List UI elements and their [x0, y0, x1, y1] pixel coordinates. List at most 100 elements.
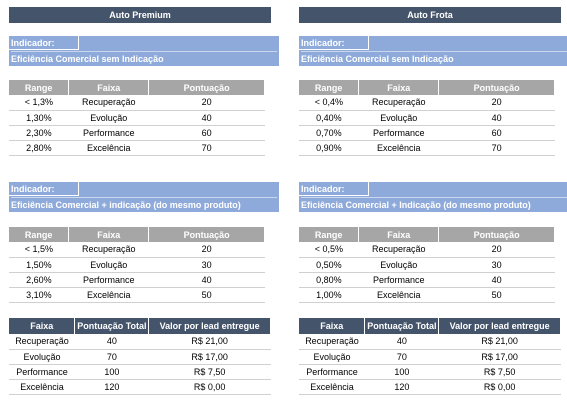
header-faixa: Faixa — [68, 80, 150, 95]
table-row: < 1,3% Recuperação 20 — [9, 95, 265, 111]
table-row: 0,70% Performance 60 — [299, 125, 555, 141]
indicator-description: Eficiência Comercial sem Indicação — [11, 51, 277, 65]
faixa-cell: Evolução — [299, 349, 365, 365]
range-cell: 2,60% — [9, 272, 69, 288]
header-range: Range — [9, 227, 70, 242]
range-cell: 0,90% — [299, 140, 359, 156]
header-valor-lead: Valor por lead entregue — [148, 318, 271, 334]
pontuacao-cell: 40 — [148, 110, 265, 126]
faixa-cell: Recuperação — [9, 334, 75, 350]
header-valor-lead: Valor por lead entregue — [438, 318, 561, 334]
section-title: Auto Premium — [9, 7, 271, 23]
table-row: 2,80% Excelência 70 — [9, 140, 265, 156]
score-cell: 70 — [74, 349, 149, 365]
table-row: 0,50% Evolução 30 — [299, 257, 555, 273]
range-cell: 2,30% — [9, 125, 69, 141]
faixa-cell: Excelência — [299, 379, 365, 395]
header-range: Range — [299, 227, 360, 242]
value-cell: R$ 0,00 — [438, 379, 561, 395]
table-row: Recuperação 40 R$ 21,00 — [299, 334, 561, 350]
table-row: Performance 100 R$ 7,50 — [299, 364, 561, 380]
indicator-label: Indicador: — [9, 182, 79, 196]
indicator-description: Eficiência Comercial sem Indicação — [301, 51, 567, 65]
faixa-cell: Performance — [358, 272, 439, 288]
range-cell: 0,80% — [299, 272, 359, 288]
score-cell: 120 — [74, 379, 149, 395]
value-cell: R$ 21,00 — [438, 334, 561, 350]
faixa-cell: Evolução — [358, 110, 439, 126]
table-row: 1,30% Evolução 40 — [9, 110, 265, 126]
table-row: 0,40% Evolução 40 — [299, 110, 555, 126]
table-row: Excelência 120 R$ 0,00 — [9, 379, 271, 395]
indicator-label: Indicador: — [299, 182, 369, 196]
table-row: 2,60% Performance 40 — [9, 272, 265, 288]
section-title: Auto Frota — [299, 7, 561, 23]
range-cell: < 0,5% — [299, 242, 359, 258]
faixa-cell: Performance — [299, 364, 365, 380]
header-pontuacao: Pontuação — [148, 80, 265, 95]
pontuacao-cell: 40 — [148, 272, 265, 288]
faixa-cell: Performance — [9, 364, 75, 380]
range-cell: 1,00% — [299, 287, 359, 303]
value-cell: R$ 21,00 — [148, 334, 271, 350]
pontuacao-cell: 20 — [148, 95, 265, 111]
indicator-block: Indicador: Eficiência Comercial sem Indi… — [299, 36, 567, 66]
pontuacao-cell: 70 — [438, 140, 555, 156]
header-pontuacao: Pontuação — [438, 227, 555, 242]
range-table: Range Faixa Pontuação < 0,5% Recuperação 2… — [299, 227, 555, 303]
header-faixa: Faixa — [358, 80, 440, 95]
header-faixa: Faixa — [299, 318, 366, 334]
pontuacao-cell: 20 — [438, 242, 555, 258]
faixa-cell: Recuperação — [358, 242, 439, 258]
table-row: < 1,5% Recuperação 20 — [9, 242, 265, 258]
table-row: 2,30% Performance 60 — [9, 125, 265, 141]
range-cell: < 0,4% — [299, 95, 359, 111]
header-range: Range — [9, 80, 70, 95]
header-range: Range — [299, 80, 360, 95]
value-cell: R$ 17,00 — [438, 349, 561, 365]
faixa-cell: Performance — [358, 125, 439, 141]
faixa-cell: Recuperação — [299, 334, 365, 350]
faixa-cell: Excelência — [358, 287, 439, 303]
range-cell: 3,10% — [9, 287, 69, 303]
table-row: 0,80% Performance 40 — [299, 272, 555, 288]
range-cell: 2,80% — [9, 140, 69, 156]
range-cell: < 1,5% — [9, 242, 69, 258]
value-cell: R$ 0,00 — [148, 379, 271, 395]
header-pontuacao-total: Pontuação Total — [74, 318, 150, 334]
faixa-cell: Recuperação — [68, 95, 149, 111]
table-row: Evolução 70 R$ 17,00 — [299, 349, 561, 365]
pontuacao-cell: 70 — [148, 140, 265, 156]
faixa-cell: Excelência — [68, 287, 149, 303]
table-row: Performance 100 R$ 7,50 — [9, 364, 271, 380]
faixa-cell: Recuperação — [358, 95, 439, 111]
faixa-cell: Performance — [68, 125, 149, 141]
table-row: Evolução 70 R$ 17,00 — [9, 349, 271, 365]
score-cell: 40 — [74, 334, 149, 350]
faixa-cell: Recuperação — [68, 242, 149, 258]
indicator-block: Indicador: Eficiência Comercial + Indica… — [299, 182, 567, 212]
pontuacao-cell: 60 — [438, 125, 555, 141]
pontuacao-cell: 40 — [438, 110, 555, 126]
range-cell: < 1,3% — [9, 95, 69, 111]
indicator-label: Indicador: — [299, 36, 369, 50]
table-row: Recuperação 40 R$ 21,00 — [9, 334, 271, 350]
faixa-cell: Evolução — [358, 257, 439, 273]
table-row: 3,10% Excelência 50 — [9, 287, 265, 303]
score-cell: 70 — [364, 349, 439, 365]
table-row: 1,50% Evolução 30 — [9, 257, 265, 273]
table-row: 0,90% Excelência 70 — [299, 140, 555, 156]
score-cell: 120 — [364, 379, 439, 395]
header-pontuacao: Pontuação — [148, 227, 265, 242]
value-cell: R$ 7,50 — [438, 364, 561, 380]
pontuacao-cell: 20 — [438, 95, 555, 111]
score-cell: 100 — [74, 364, 149, 380]
indicator-description: Eficiência Comercial + indicação (do mes… — [11, 197, 277, 211]
pontuacao-cell: 40 — [438, 272, 555, 288]
score-cell: 100 — [364, 364, 439, 380]
header-faixa: Faixa — [68, 227, 150, 242]
range-cell: 0,70% — [299, 125, 359, 141]
range-cell: 0,40% — [299, 110, 359, 126]
pontuacao-cell: 50 — [438, 287, 555, 303]
value-cell: R$ 17,00 — [148, 349, 271, 365]
